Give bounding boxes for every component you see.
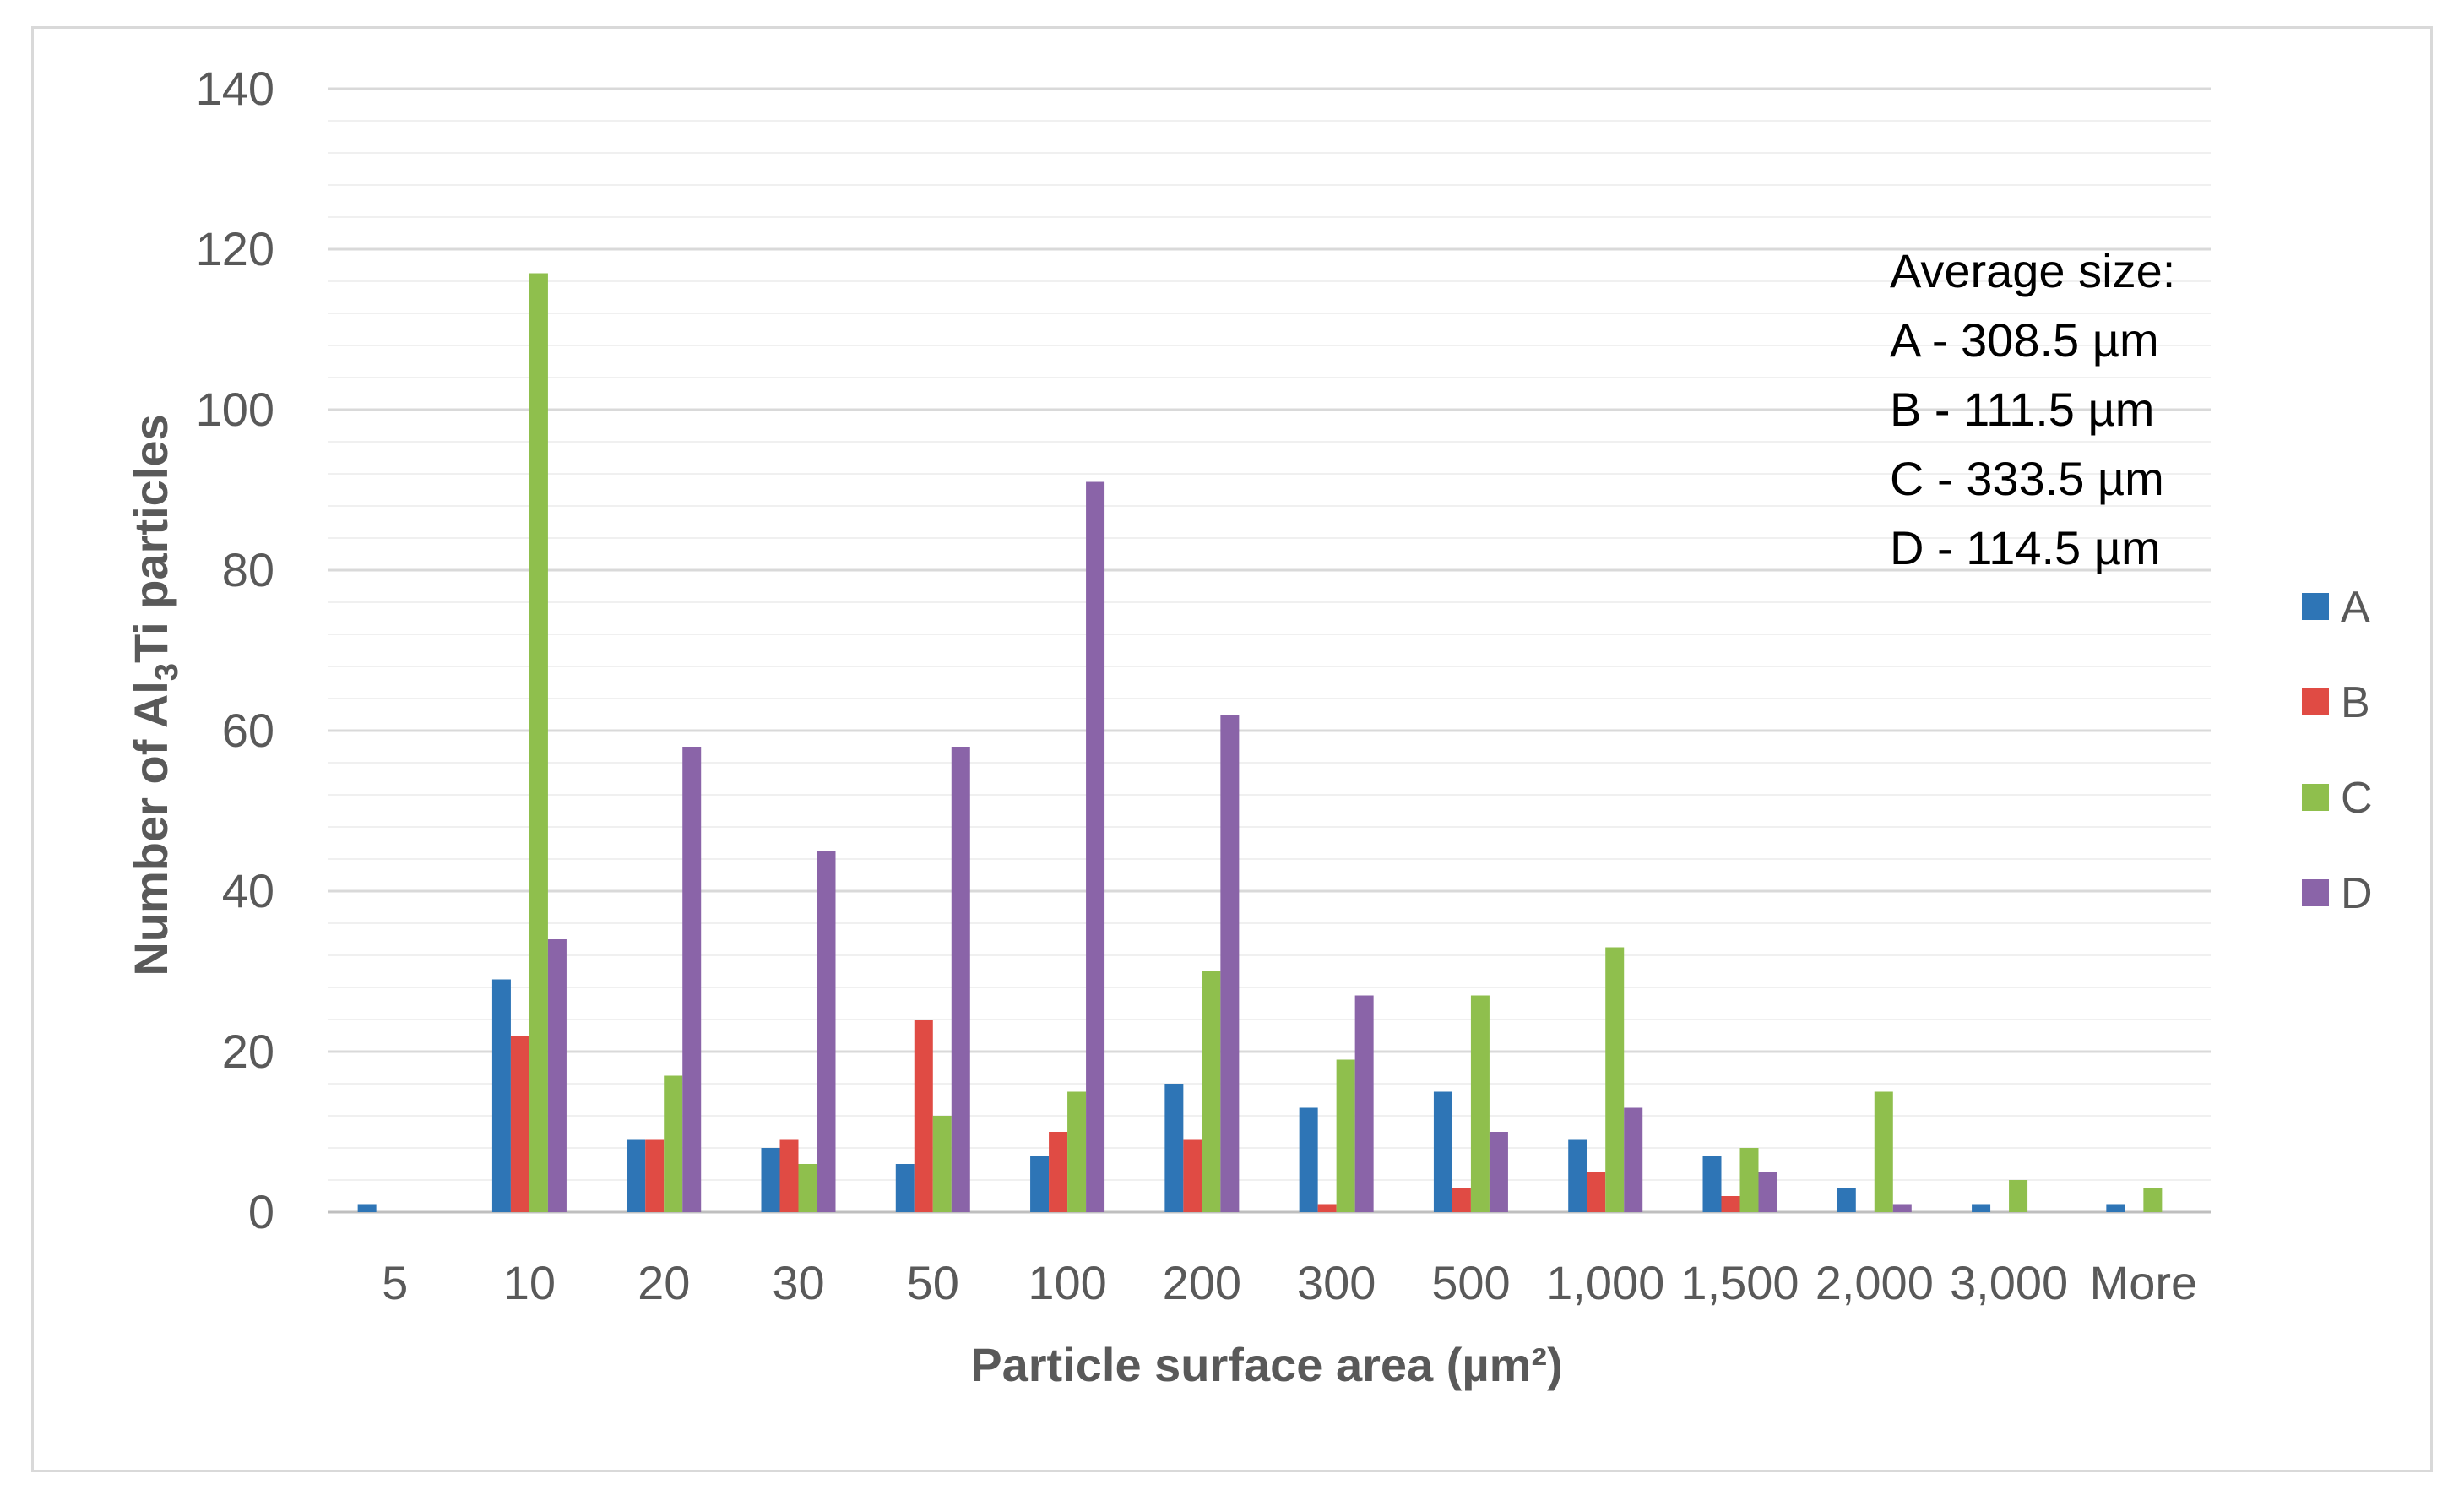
- x-tick-label: 10: [503, 1256, 556, 1309]
- y-tick-label: 60: [222, 704, 274, 757]
- bar-a-500: [1433, 1091, 1452, 1212]
- bar-d-200: [1220, 715, 1240, 1212]
- bar-a-3000: [1972, 1204, 1991, 1212]
- legend-swatch: [2302, 784, 2329, 811]
- bar-a-200: [1164, 1084, 1184, 1212]
- bar-d-1500: [1758, 1172, 1777, 1212]
- bar-b-20: [645, 1139, 665, 1212]
- legend-item-d: D: [2302, 869, 2373, 918]
- bar-b-30: [779, 1139, 799, 1212]
- annotation-line: A - 308.5 µm: [1890, 313, 2159, 367]
- bar-a-10: [491, 979, 511, 1212]
- y-axis-title-subscript: 3: [149, 663, 185, 681]
- bar-b-1500: [1721, 1196, 1740, 1212]
- x-tick-label: 100: [1028, 1256, 1106, 1309]
- bar-d-30: [817, 851, 836, 1212]
- bar-b-200: [1183, 1139, 1202, 1212]
- annotation-line: D - 114.5 µm: [1890, 521, 2161, 574]
- x-tick-label: 3,000: [1950, 1256, 2068, 1309]
- legend-swatch: [2302, 688, 2329, 715]
- bar-d-10: [547, 939, 567, 1212]
- bar-d-50: [951, 747, 970, 1212]
- bar-a-30: [761, 1148, 780, 1212]
- bar-c-100: [1067, 1091, 1087, 1212]
- legend-swatch: [2302, 593, 2329, 620]
- bar-c-200: [1202, 971, 1221, 1212]
- x-tick-label: 1,500: [1680, 1256, 1799, 1309]
- bar-d-100: [1086, 481, 1105, 1212]
- bar-b-300: [1317, 1204, 1337, 1212]
- bar-a-1500: [1702, 1156, 1722, 1212]
- bar-d-300: [1354, 995, 1374, 1212]
- x-tick-label: 2,000: [1815, 1256, 1934, 1309]
- bar-b-10: [510, 1036, 529, 1212]
- y-axis-title-suffix: Ti particles: [124, 414, 177, 663]
- bar-c-30: [798, 1164, 817, 1212]
- y-axis-title: Number of Al3Ti particles: [124, 414, 185, 976]
- y-tick-label: 20: [222, 1025, 274, 1078]
- bar-a-more: [2106, 1204, 2125, 1212]
- bar-c-more: [2143, 1188, 2163, 1212]
- y-tick-label: 40: [222, 864, 274, 917]
- annotation-line: B - 111.5 µm: [1890, 383, 2154, 436]
- bar-b-1000: [1587, 1172, 1606, 1212]
- legend-label: D: [2341, 869, 2373, 918]
- bar-c-10: [529, 273, 548, 1212]
- y-tick-label: 80: [222, 543, 274, 596]
- y-axis-title-prefix: Number of Al: [124, 681, 177, 976]
- annotation-line: C - 333.5 µm: [1890, 452, 2164, 505]
- bar-c-1000: [1605, 947, 1625, 1212]
- bar-a-2000: [1837, 1188, 1856, 1212]
- x-tick-label: 1,000: [1546, 1256, 1664, 1309]
- x-tick-label: 300: [1297, 1256, 1376, 1309]
- bar-c-20: [664, 1075, 683, 1212]
- gridlines: [328, 87, 2211, 1214]
- bar-d-2000: [1892, 1204, 1912, 1212]
- bar-c-2000: [1874, 1091, 1893, 1212]
- bar-b-500: [1452, 1188, 1471, 1212]
- bar-d-500: [1489, 1132, 1508, 1212]
- bar-c-500: [1470, 995, 1490, 1212]
- bar-a-100: [1030, 1156, 1050, 1212]
- bar-a-300: [1299, 1107, 1318, 1212]
- x-tick-label: 30: [772, 1256, 824, 1309]
- bar-c-300: [1336, 1059, 1355, 1212]
- legend-label: C: [2341, 774, 2373, 823]
- y-tick-label: 140: [196, 62, 274, 115]
- x-tick-label: 50: [907, 1256, 959, 1309]
- x-tick-label: 20: [638, 1256, 690, 1309]
- annotation-heading: Average size:: [1890, 244, 2175, 297]
- legend-label: A: [2341, 583, 2370, 632]
- legend-item-c: C: [2302, 774, 2373, 823]
- bar-a-20: [627, 1139, 646, 1212]
- bar-a-1000: [1568, 1139, 1587, 1212]
- bar-d-1000: [1624, 1107, 1643, 1212]
- x-tick-label: More: [2090, 1256, 2198, 1309]
- legend-item-a: A: [2302, 583, 2370, 632]
- y-tick-label: 0: [248, 1185, 274, 1238]
- tick-labels: 0 20 40 60 80 100 120 140 5 10 20 30 50 100 200 300 500 1…: [196, 62, 2198, 1309]
- bar-b-50: [914, 1020, 933, 1212]
- legend-swatch: [2302, 879, 2329, 906]
- y-tick-label: 120: [196, 222, 274, 275]
- x-tick-label: 200: [1163, 1256, 1241, 1309]
- legend-label: B: [2341, 678, 2370, 727]
- bar-a-50: [895, 1164, 915, 1212]
- bar-a-5: [357, 1204, 377, 1212]
- legend-item-b: B: [2302, 678, 2370, 727]
- bar-d-20: [682, 747, 702, 1212]
- x-axis-title: Particle surface area (µm²): [970, 1338, 1562, 1391]
- x-tick-label: 5: [382, 1256, 408, 1309]
- x-tick-label: 500: [1431, 1256, 1510, 1309]
- bar-c-50: [932, 1116, 952, 1212]
- bar-c-1500: [1739, 1148, 1759, 1212]
- bars: [357, 273, 2163, 1212]
- average-size-annotation: Average size: A - 308.5 µm B - 111.5 µm C -…: [1890, 244, 2175, 574]
- bar-c-3000: [2009, 1180, 2028, 1212]
- bar-b-100: [1049, 1132, 1068, 1212]
- y-tick-label: 100: [196, 383, 274, 436]
